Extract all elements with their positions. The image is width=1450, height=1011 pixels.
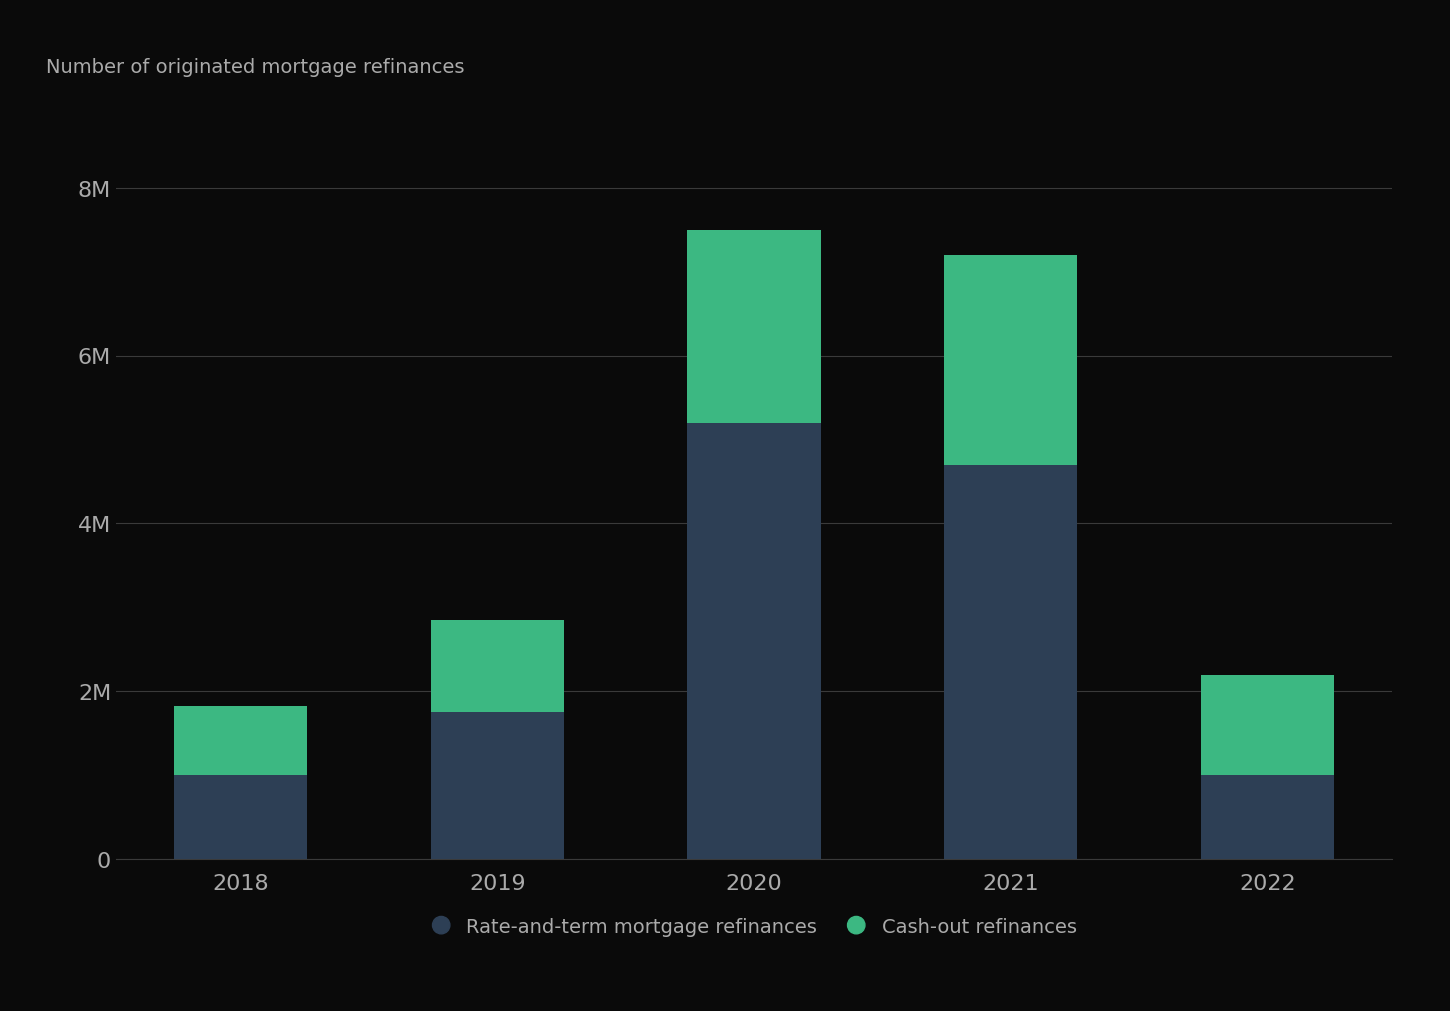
Bar — [174, 707, 307, 775]
Bar — [687, 231, 821, 424]
Bar — [1201, 775, 1334, 859]
Legend: Rate-and-term mortgage refinances, Cash-out refinances: Rate-and-term mortgage refinances, Cash-… — [422, 907, 1086, 945]
Bar — [687, 424, 821, 859]
Bar — [174, 775, 307, 859]
Bar — [1201, 675, 1334, 775]
Bar — [944, 256, 1077, 465]
Bar — [431, 713, 564, 859]
Text: Number of originated mortgage refinances: Number of originated mortgage refinances — [46, 58, 464, 77]
Bar — [944, 465, 1077, 859]
Bar — [431, 621, 564, 713]
